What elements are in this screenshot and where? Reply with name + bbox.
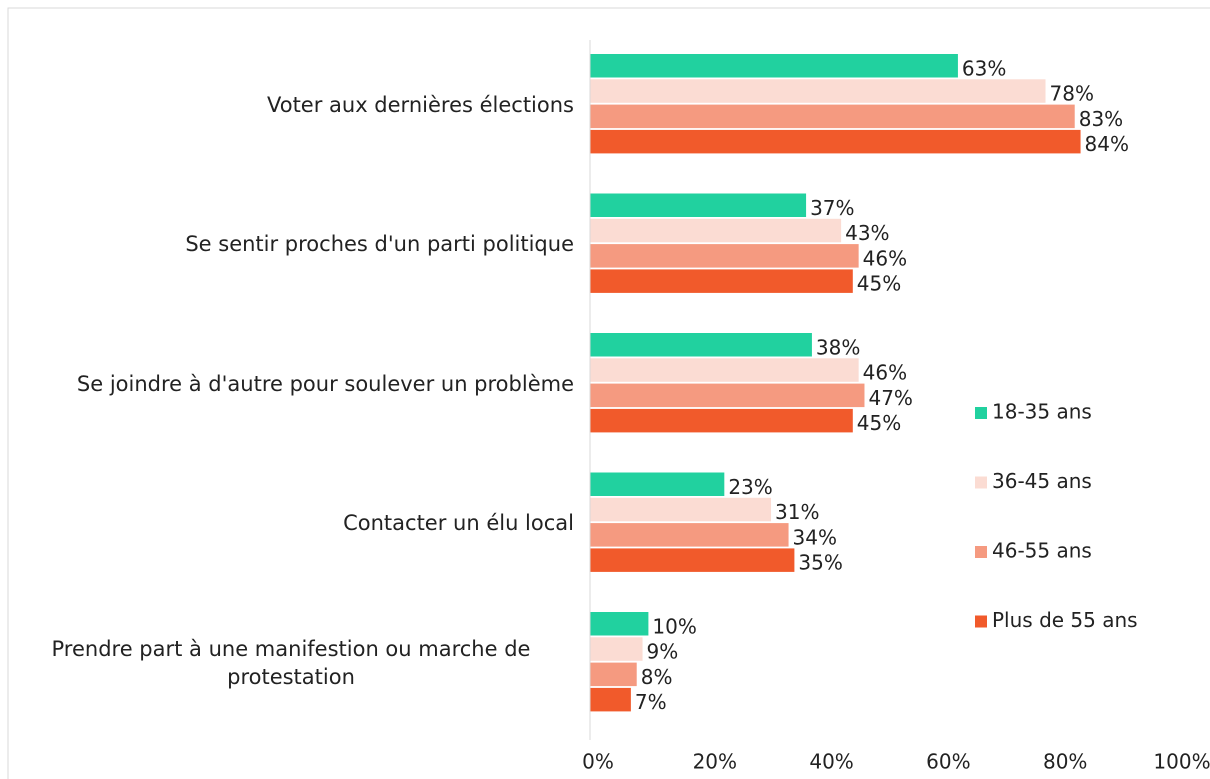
bar: [590, 612, 649, 636]
x-tick-label: 40%: [809, 750, 853, 774]
x-tick-label: 20%: [693, 750, 737, 774]
value-label: 10%: [652, 614, 696, 638]
category-text: Se sentir proches d'un parti politique: [185, 232, 574, 257]
category-text: Contacter un élu local: [343, 511, 574, 536]
bar: [590, 662, 637, 687]
value-label: 9%: [647, 640, 679, 664]
x-tick-label: 80%: [1043, 750, 1087, 774]
bar: [590, 472, 725, 496]
bar: [590, 193, 807, 217]
bar: [590, 54, 958, 78]
legend-label: 46-55 ans: [992, 539, 1092, 563]
value-label: 45%: [857, 411, 901, 435]
category-text: Prendre part à une manifestion ou marche…: [51, 636, 531, 689]
legend-swatch: [975, 476, 987, 489]
value-label: 8%: [641, 665, 673, 689]
bar: [590, 129, 1081, 154]
legend-swatch: [975, 546, 987, 558]
category-label: Se joindre à d'autre pour soulever un pr…: [8, 370, 574, 398]
value-label: 43%: [845, 221, 889, 245]
bar: [590, 104, 1075, 129]
bar: [590, 497, 772, 522]
frame: [7, 7, 1210, 779]
value-label: 38%: [816, 335, 860, 359]
bar: [590, 358, 859, 382]
value-label: 7%: [635, 690, 667, 714]
value-label: 46%: [863, 246, 907, 270]
category-text: Se joindre à d'autre pour soulever un pr…: [76, 371, 574, 396]
value-label: 35%: [798, 551, 842, 575]
value-label: 37%: [810, 196, 854, 220]
bar: [590, 269, 853, 293]
category-label: Voter aux dernières élections: [8, 91, 574, 119]
bar: [590, 637, 643, 661]
bar: [590, 79, 1046, 103]
value-label: 45%: [857, 272, 901, 296]
value-label: 47%: [868, 386, 912, 410]
bar: [590, 523, 789, 547]
value-label: 84%: [1085, 132, 1129, 156]
legend-label: 18-35 ans: [992, 400, 1092, 424]
bar: [590, 383, 865, 408]
value-label: 31%: [775, 500, 819, 524]
bar: [590, 408, 853, 433]
value-label: 34%: [793, 525, 837, 549]
category-label: Se sentir proches d'un parti politique: [8, 230, 574, 258]
x-tick-label: 100%: [1153, 750, 1210, 774]
bar: [590, 687, 631, 712]
legend-swatch: [975, 615, 987, 628]
category-text: Voter aux dernières élections: [266, 92, 574, 117]
bar: [590, 244, 859, 268]
value-label: 23%: [728, 475, 772, 499]
legend-label: Plus de 55 ans: [992, 608, 1138, 632]
value-label: 78%: [1050, 82, 1094, 106]
category-label: Contacter un élu local: [8, 509, 574, 537]
x-tick-label: 60%: [926, 750, 970, 774]
category-label: Prendre part à une manifestion ou marche…: [8, 635, 574, 691]
x-tick-label: 0%: [582, 750, 614, 774]
value-label: 46%: [863, 361, 907, 385]
bar: [590, 333, 812, 357]
value-label: 83%: [1079, 107, 1123, 131]
legend-swatch: [975, 407, 987, 419]
value-label: 63%: [962, 56, 1006, 80]
legend-label: 36-45 ans: [992, 469, 1092, 493]
bar: [590, 548, 795, 572]
bar: [590, 218, 842, 243]
